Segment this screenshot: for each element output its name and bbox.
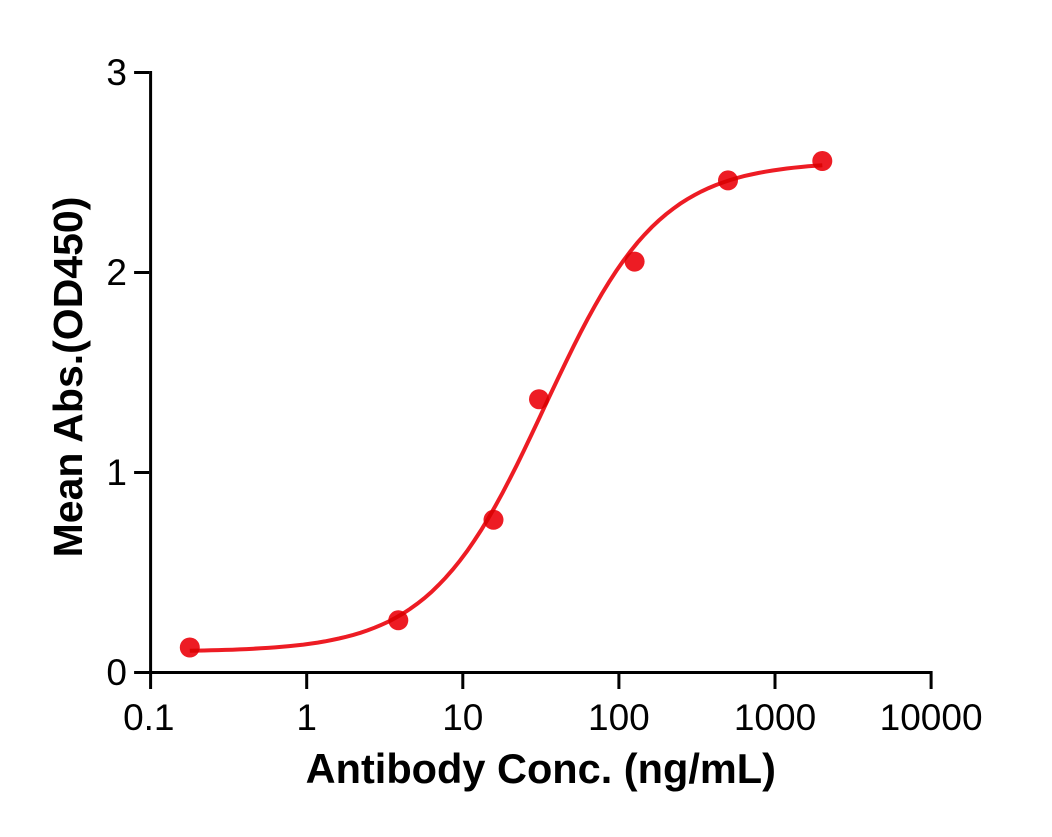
svg-text:100: 100 — [588, 697, 650, 738]
svg-text:Mean Abs.(OD450): Mean Abs.(OD450) — [45, 197, 91, 558]
svg-text:0: 0 — [106, 652, 127, 693]
svg-text:1000: 1000 — [734, 697, 816, 738]
svg-text:1: 1 — [296, 697, 317, 738]
svg-text:2: 2 — [106, 252, 127, 293]
svg-text:3: 3 — [106, 52, 127, 93]
svg-text:Antibody Conc. (ng/mL): Antibody Conc. (ng/mL) — [306, 745, 776, 792]
svg-text:1: 1 — [106, 452, 127, 493]
svg-text:10000: 10000 — [880, 697, 983, 738]
svg-text:0.1: 0.1 — [123, 697, 174, 738]
svg-text:10: 10 — [442, 697, 483, 738]
